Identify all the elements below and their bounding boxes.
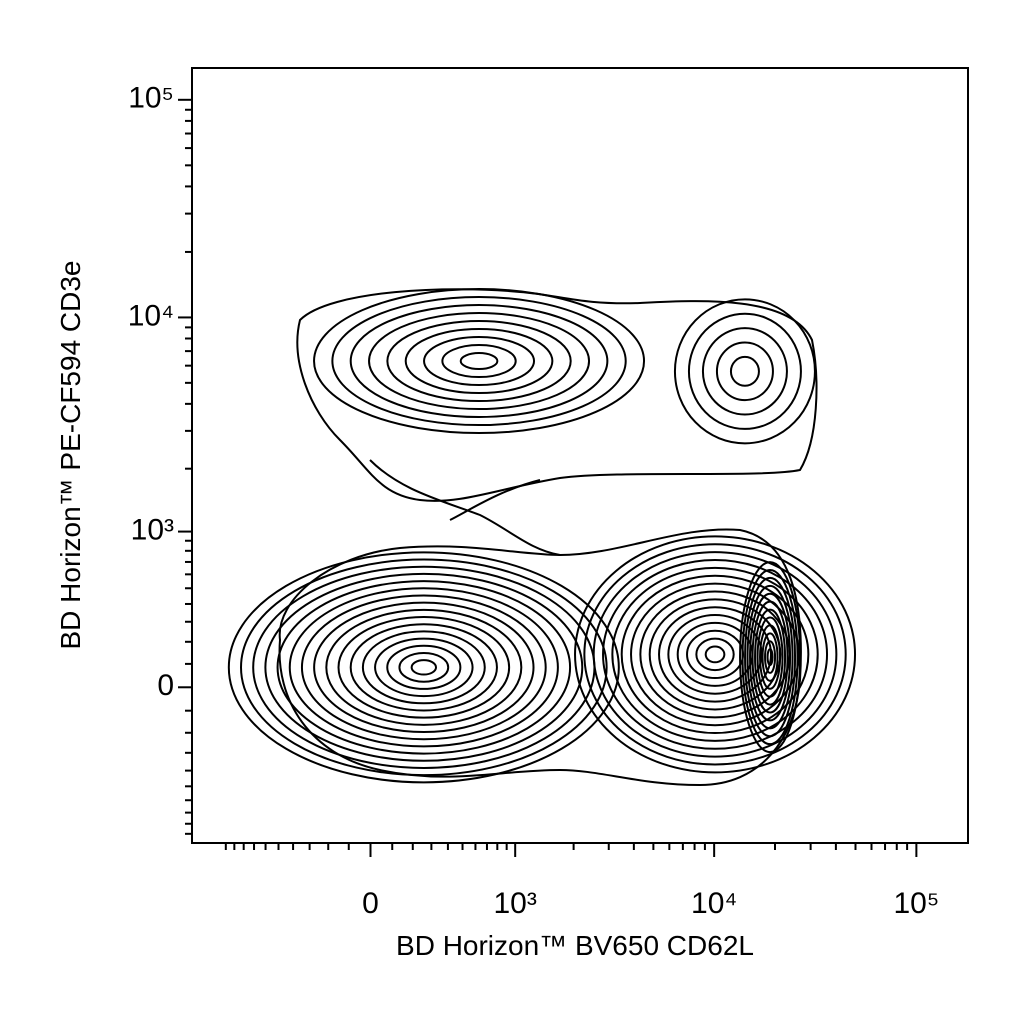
x-tick-label: 0 xyxy=(362,887,379,920)
contour-ring xyxy=(749,592,792,722)
contour-ring xyxy=(766,648,774,666)
contour-ring xyxy=(313,288,646,435)
contour-ring xyxy=(325,608,523,726)
contour-ring xyxy=(764,640,777,674)
contour-ring xyxy=(300,594,547,741)
x-tick-label: 10³ xyxy=(494,887,537,920)
contour-ring xyxy=(264,572,584,762)
y-axis-label: BD Horizon™ PE-CF594 CD3e xyxy=(55,260,86,649)
contour-ring xyxy=(704,645,726,664)
contour-ring xyxy=(744,576,797,738)
contour-ring xyxy=(761,632,779,682)
x-tick-label: 10⁵ xyxy=(893,887,939,920)
contour-ring xyxy=(701,327,788,416)
y-tick-label: 10³ xyxy=(131,513,174,546)
y-tick-label: 0 xyxy=(157,669,174,702)
contour-ring xyxy=(386,320,572,403)
contour-ring xyxy=(739,561,802,754)
contour-ring xyxy=(276,580,572,755)
contour-ring xyxy=(729,355,760,387)
contour-ring xyxy=(459,352,499,371)
contour-ring xyxy=(741,568,799,746)
contour-ring xyxy=(759,624,782,690)
contour-ring xyxy=(756,616,784,698)
contour-ring xyxy=(611,566,819,742)
contour-ring xyxy=(349,304,609,419)
x-axis-label: BD Horizon™ BV650 CD62L xyxy=(396,930,754,961)
contour-ring xyxy=(361,630,486,705)
y-tick-label: 10⁵ xyxy=(128,82,174,115)
contour-ring xyxy=(687,312,802,430)
contour-ring xyxy=(695,637,735,672)
bridge-contour xyxy=(369,459,561,556)
contour-ring xyxy=(240,558,608,777)
contour-ring xyxy=(349,623,498,712)
contour-ring xyxy=(288,587,559,748)
contour-ring xyxy=(620,574,810,735)
contour-ring xyxy=(313,601,535,734)
contour-ring xyxy=(673,298,816,445)
contour-ring xyxy=(754,608,787,706)
contour-ring xyxy=(337,616,511,719)
contour-ring xyxy=(331,296,627,427)
contour-ring xyxy=(423,336,536,387)
contour-ring xyxy=(574,535,857,774)
contour-ring xyxy=(658,606,773,703)
contour-ring xyxy=(368,312,591,411)
contour-ring xyxy=(410,659,438,676)
contour-ring xyxy=(227,551,620,784)
contour-ring xyxy=(404,328,554,395)
contour-ring xyxy=(386,644,462,690)
y-tick-label: 10⁴ xyxy=(128,299,174,332)
contour-ring xyxy=(583,543,847,766)
x-tick-label: 10⁴ xyxy=(691,887,737,920)
plot-frame xyxy=(191,67,969,844)
contour-ring xyxy=(630,582,801,727)
contour-ring xyxy=(398,651,450,683)
contour-ring xyxy=(746,584,794,730)
contour-ring xyxy=(715,341,774,402)
contour-ring xyxy=(751,600,789,714)
contour-ring xyxy=(374,637,474,698)
contour-ring xyxy=(592,551,838,758)
contour-ring xyxy=(602,558,829,750)
contour-ring xyxy=(441,344,517,379)
